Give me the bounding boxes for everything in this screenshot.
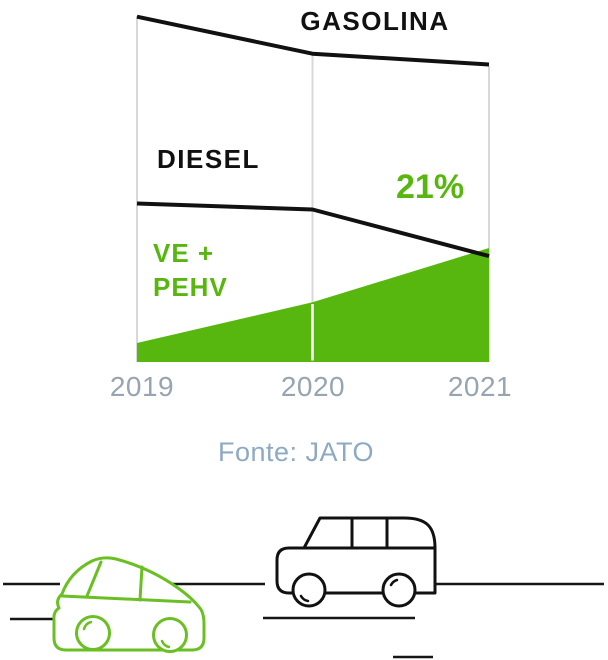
year-label-2020: 2020 xyxy=(281,371,345,402)
diesel-label: DIESEL xyxy=(157,144,260,174)
source-label: Fonte: JATO xyxy=(218,437,374,467)
car-windshield-divider xyxy=(85,560,103,598)
diesel-line xyxy=(136,201,490,259)
car-beltline xyxy=(60,594,192,604)
combustion-van-icon xyxy=(275,516,437,608)
road-lines xyxy=(3,582,604,659)
gasolina-line xyxy=(136,14,490,67)
ve-pehv-label-line1: VE + xyxy=(153,238,214,268)
road-illustration xyxy=(3,516,604,659)
van-roof xyxy=(302,516,437,550)
ve-pehv-label-line2: PEHV xyxy=(153,272,228,302)
van-front-wheel-arc xyxy=(299,594,310,603)
electric-car-icon xyxy=(52,556,206,653)
car-front-wheel xyxy=(75,615,111,651)
gasolina-label: GASOLINA xyxy=(300,6,449,36)
car-front-wheel-arc xyxy=(82,620,93,631)
year-label-2021: 2021 xyxy=(448,371,512,402)
van-rear-wheel-arc xyxy=(389,578,399,587)
car-rear-wheel-arc xyxy=(160,639,171,649)
pct-21-label: 21% xyxy=(396,168,464,206)
car-b-pillar xyxy=(138,565,144,602)
year-label-2019: 2019 xyxy=(110,371,174,402)
van-rear-wheel xyxy=(381,572,417,608)
